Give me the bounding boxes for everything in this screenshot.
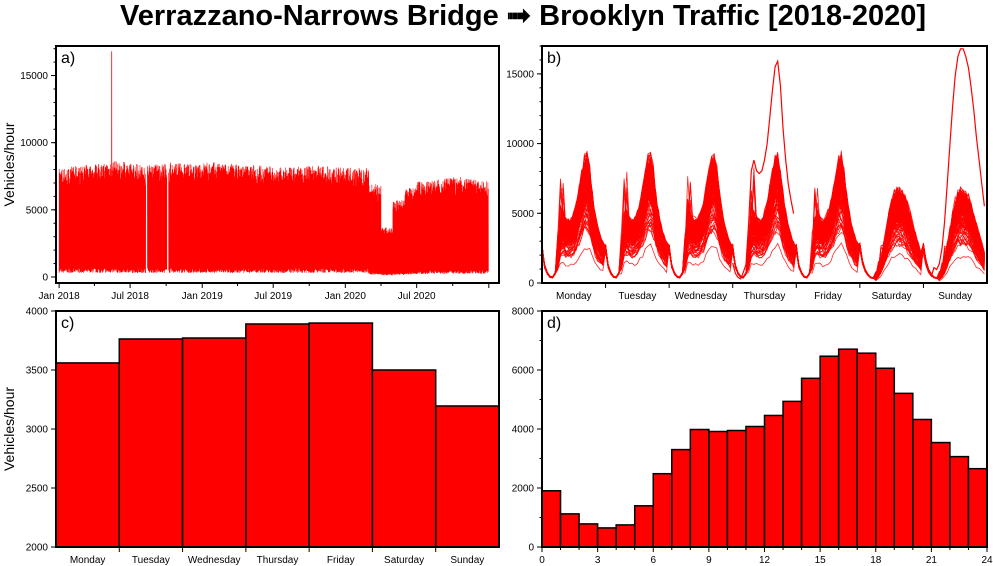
x-tick-label: Friday: [814, 291, 842, 302]
x-tick-label: Sunday: [450, 555, 484, 566]
y-tick-label: 10000: [20, 138, 48, 149]
x-tick-label: 0: [539, 555, 545, 566]
bar-hour-17: [856, 352, 877, 548]
bar-hour-9: [708, 430, 729, 548]
panel-label: c): [61, 315, 74, 332]
x-tick-label: 18: [870, 555, 882, 566]
bar-hour-1: [559, 513, 580, 548]
x-tick-label: 6: [650, 555, 656, 566]
bar-hour-10: [726, 429, 747, 548]
y-tick-label: 4000: [512, 425, 535, 436]
x-tick-label: Jul 2020: [398, 291, 436, 302]
bar-hour-6: [652, 472, 673, 548]
y-tick-label: 6000: [512, 366, 535, 377]
bar-hour-2: [578, 523, 599, 548]
y-tick-label: 2000: [512, 484, 535, 495]
bar-hour-22: [949, 455, 970, 548]
panel-a: 0 5000 10000 15000 Vehicles/hour Jan 2018 Jul …: [1, 45, 500, 302]
bar-thursday: [245, 323, 310, 548]
y-tick-label: 3000: [26, 425, 49, 436]
bar-wednesday: [181, 337, 247, 548]
x-tick-label: Jul 2019: [254, 291, 292, 302]
bar-hour-8: [689, 428, 710, 548]
bar-hour-4: [615, 524, 636, 548]
x-tick-label: 24: [981, 555, 993, 566]
x-tick-label: 3: [595, 555, 601, 566]
x-tick-label: Tuesday: [618, 291, 656, 302]
panel-label: a): [61, 50, 75, 67]
bar-hour-3: [596, 527, 617, 548]
y-tick-label: 5000: [512, 209, 535, 220]
plot-frame: [55, 45, 500, 284]
bar-hour-16: [837, 348, 858, 548]
y-tick-label: 5000: [26, 205, 49, 216]
x-tick-label: 21: [926, 555, 938, 566]
bar-friday: [308, 322, 374, 548]
bar-saturday: [371, 369, 437, 548]
bar-sunday: [434, 405, 500, 548]
x-tick-label: 12: [759, 555, 771, 566]
x-tick-label: Thursday: [744, 291, 786, 302]
x-tick-label: Jul 2018: [111, 291, 149, 302]
x-tick-label: Jan 2019: [182, 291, 224, 302]
x-tick-label: Saturday: [384, 555, 424, 566]
bar-hour-18: [875, 367, 896, 548]
y-tick-label: 0: [528, 543, 534, 554]
weekly-lines: [541, 150, 985, 282]
y-tick-label: 15000: [506, 69, 534, 80]
plot-frame: [541, 45, 988, 284]
bar-hour-5: [633, 505, 654, 548]
y-axis-label: Vehicles/hour: [1, 387, 17, 471]
x-tick-label: 9: [706, 555, 712, 566]
x-tick-label: Wednesday: [675, 291, 728, 302]
y-tick-label: 8000: [512, 307, 535, 318]
bar-hour-19: [893, 392, 914, 548]
bar-hour-20: [912, 418, 933, 548]
bar-hour-11: [745, 425, 766, 548]
y-tick-label: 15000: [20, 71, 48, 82]
x-tick-label: Thursday: [257, 555, 299, 566]
y-tick-label: 2500: [26, 484, 49, 495]
y-tick-label: 0: [42, 272, 48, 283]
y-tick-label: 10000: [506, 139, 534, 150]
week-line: [541, 152, 985, 279]
bar-hour-21: [930, 441, 951, 548]
bar-hour-23: [967, 467, 988, 548]
x-tick-label: Monday: [556, 291, 592, 302]
bar-hour-12: [763, 414, 784, 548]
x-tick-label: Saturday: [872, 291, 912, 302]
bar-monday: [55, 362, 121, 548]
y-tick-label: 4000: [26, 307, 49, 318]
panel-label: b): [547, 50, 561, 67]
panel-b: 0 5000 10000 15000 Monday Tuesday Wednesday Thu…: [506, 45, 988, 302]
bar-hour-14: [800, 377, 821, 548]
x-tick-label: Sunday: [938, 291, 972, 302]
figure-title: Verrazzano-Narrows Bridge ➟ Brooklyn Tra…: [120, 0, 926, 32]
x-tick-label: Jan 2018: [39, 291, 81, 302]
panel-c: 2000 2500 3000 3500 4000 Vehicles/hour Monday T…: [1, 307, 500, 566]
bar-hour-13: [782, 400, 803, 548]
plot-frame: [55, 310, 500, 548]
x-tick-label: Friday: [327, 555, 355, 566]
x-tick-label: 15: [815, 555, 827, 566]
x-tick-label: Tuesday: [132, 555, 170, 566]
x-tick-label: Jan 2020: [325, 291, 367, 302]
traffic-series-line: [58, 51, 489, 276]
bar-hour-7: [671, 448, 692, 548]
bar-hour-15: [819, 355, 840, 548]
x-tick-label: Wednesday: [188, 555, 241, 566]
y-axis-label: Vehicles/hour: [1, 122, 17, 206]
y-tick-label: 3500: [26, 366, 49, 377]
outlier-line: [922, 48, 985, 278]
y-tick-label: 0: [528, 279, 534, 290]
bar-tuesday: [118, 338, 184, 548]
outlier-line: [732, 59, 795, 280]
plot-frame: [541, 310, 988, 548]
x-tick-label: Monday: [70, 555, 106, 566]
panel-d: 0 2000 4000 6000 8000 0 3 6 9 12 15 18 21 24 d): [512, 307, 993, 566]
y-tick-label: 2000: [26, 543, 49, 554]
bar-hour-0: [541, 490, 562, 548]
panel-label: d): [547, 315, 561, 332]
